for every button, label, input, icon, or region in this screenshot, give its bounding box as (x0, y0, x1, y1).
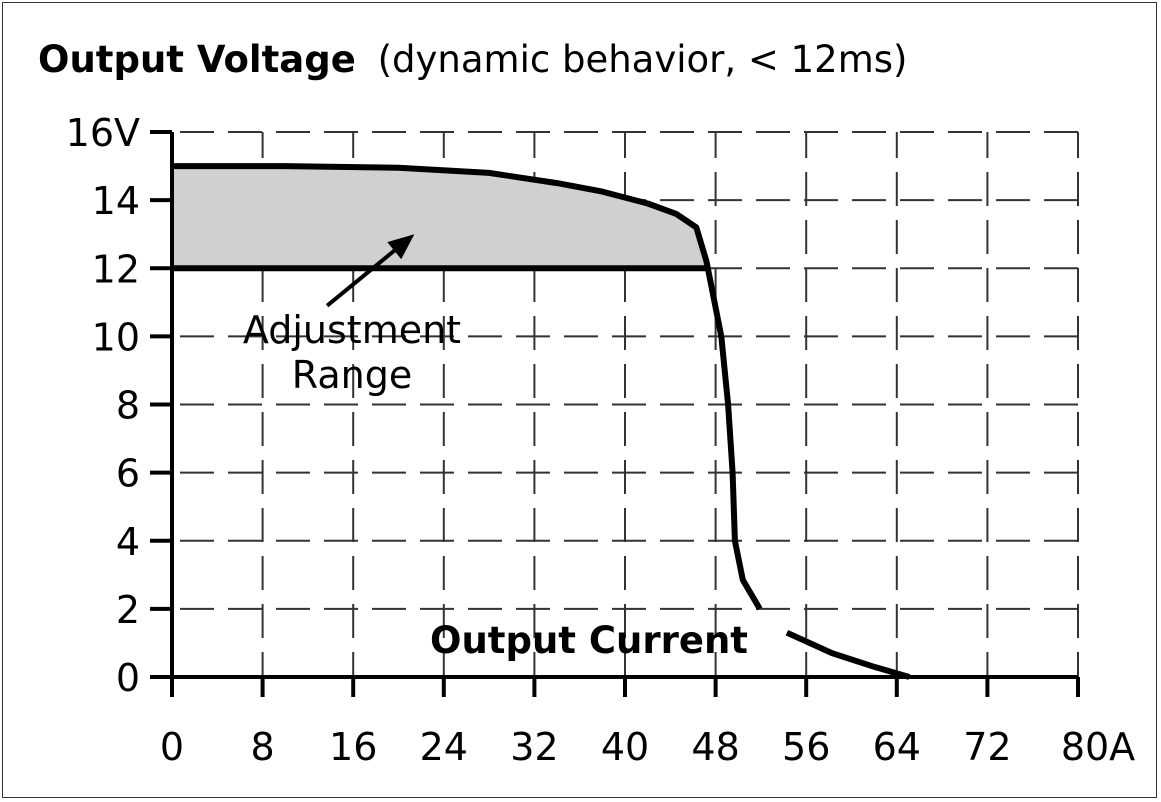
x-tick-label: 80A (1061, 725, 1135, 769)
y-tick-label: 8 (116, 384, 140, 428)
x-tick-label: 8 (251, 725, 275, 769)
annotation-arrow (325, 249, 396, 308)
grid (172, 131, 1079, 677)
series-line-tail (785, 629, 911, 680)
annotation-label-line1: Adjustment (243, 308, 461, 352)
chart-title-bold: Output Voltage (38, 38, 356, 81)
annotation-arrowhead (387, 234, 415, 260)
series-line (172, 163, 763, 611)
y-tick-label: 0 (116, 656, 140, 700)
x-axis-label: Output Current (430, 619, 748, 662)
x-tick-label: 24 (420, 725, 468, 769)
axes (150, 130, 1080, 697)
x-tick-label: 32 (510, 725, 558, 769)
x-tick-label: 72 (963, 725, 1011, 769)
y-tick-label: 12 (92, 247, 140, 291)
y-tick-label: 10 (92, 315, 140, 359)
x-tick-label: 0 (160, 725, 184, 769)
y-tick-label: 4 (116, 520, 140, 564)
adjustment-range-area (172, 166, 707, 269)
chart-title: Output Voltage (dynamic behavior, < 12ms… (38, 38, 907, 81)
chart-title-rest: (dynamic behavior, < 12ms) (378, 38, 908, 81)
x-tick-label: 16 (329, 725, 377, 769)
y-tick-label: 16V (66, 111, 140, 155)
x-tick-label: 56 (782, 725, 830, 769)
x-tick-label: 40 (601, 725, 649, 769)
annotation-label-line2: Range (292, 353, 412, 397)
x-tick-label: 48 (691, 725, 739, 769)
x-tick-label: 64 (873, 725, 921, 769)
y-tick-label: 2 (116, 588, 140, 632)
y-tick-label: 6 (116, 452, 140, 496)
y-tick-label: 14 (92, 179, 140, 223)
